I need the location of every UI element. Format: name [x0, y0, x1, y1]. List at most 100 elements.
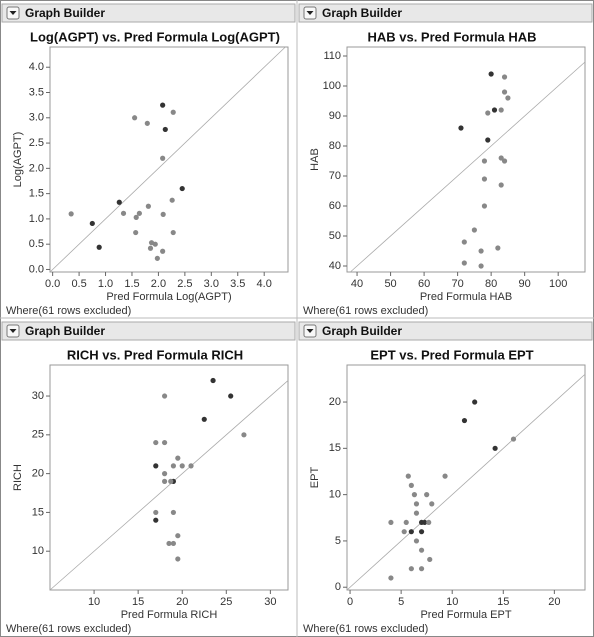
data-point — [169, 197, 175, 203]
data-point — [501, 89, 508, 95]
data-point — [210, 377, 216, 384]
data-point — [442, 473, 448, 479]
x-tick-label: 40 — [351, 278, 363, 290]
data-point — [89, 220, 95, 227]
y-tick-label: 0.0 — [29, 263, 44, 275]
data-point — [408, 482, 414, 488]
y-tick-label: 0.5 — [29, 238, 44, 250]
disclosure-icon[interactable] — [306, 11, 314, 15]
data-point — [388, 519, 394, 526]
data-point — [161, 471, 168, 477]
data-point — [152, 241, 158, 247]
x-axis-label: Pred Formula Log(AGPT) — [106, 291, 231, 303]
data-point — [170, 540, 177, 547]
data-point — [478, 248, 484, 254]
data-point — [170, 509, 177, 516]
data-point — [188, 463, 194, 469]
data-point — [413, 501, 420, 507]
data-point — [201, 416, 207, 422]
data-point — [388, 575, 394, 581]
plot-frame — [346, 364, 586, 591]
data-point — [166, 540, 172, 547]
y-axis-label: RICH — [12, 464, 24, 491]
x-tick-label: 20 — [176, 596, 188, 608]
data-point — [485, 137, 491, 143]
y-tick-label: 90 — [329, 110, 341, 122]
data-point — [147, 245, 154, 251]
data-point — [418, 529, 425, 535]
data-point — [170, 109, 176, 115]
data-point — [408, 529, 414, 535]
y-tick-label: 1.0 — [29, 213, 44, 225]
y-tick-label: 2.5 — [29, 137, 44, 149]
y-tick-label: 80 — [329, 140, 341, 152]
chart-title: EPT vs. Pred Formula EPT — [370, 347, 533, 362]
data-point — [175, 455, 181, 461]
data-point — [153, 509, 159, 516]
data-point — [488, 71, 494, 77]
y-tick-label: 20 — [329, 396, 341, 408]
x-tick-label: 15 — [132, 596, 144, 608]
panel-header-title: Graph Builder — [322, 324, 402, 338]
data-point — [160, 102, 166, 108]
data-point — [458, 125, 464, 131]
excluded-note: Where(61 rows excluded) — [303, 623, 428, 635]
disclosure-icon[interactable] — [9, 329, 17, 333]
data-point — [501, 74, 508, 80]
data-point — [413, 538, 420, 544]
x-tick-label: 1.0 — [98, 278, 113, 290]
y-tick-label: 3.5 — [29, 86, 44, 98]
x-tick-label: 80 — [485, 278, 497, 290]
x-tick-label: 3.0 — [204, 278, 219, 290]
data-point — [175, 556, 181, 562]
y-tick-label: 25 — [32, 429, 44, 441]
data-point — [426, 519, 432, 526]
data-point — [145, 203, 151, 209]
panel-header-title: Graph Builder — [25, 324, 105, 338]
data-point — [422, 519, 428, 526]
x-tick-label: 15 — [497, 596, 509, 608]
y-tick-label: 3.0 — [29, 112, 44, 124]
data-point — [153, 439, 159, 446]
data-point — [481, 158, 488, 164]
x-tick-label: 50 — [384, 278, 396, 290]
data-point — [161, 478, 168, 484]
data-point — [405, 473, 411, 479]
y-tick-label: 10 — [32, 545, 44, 557]
data-point — [160, 211, 166, 217]
panel-header — [1, 321, 296, 341]
panel-header — [1, 3, 296, 23]
data-point — [472, 399, 478, 405]
x-axis-label: Pred Formula RICH — [121, 609, 218, 621]
y-axis-label: HAB — [309, 148, 321, 171]
data-point — [411, 492, 418, 498]
excluded-note: Where(61 rows excluded) — [6, 305, 131, 317]
data-point — [501, 158, 508, 164]
x-tick-label: 25 — [220, 596, 232, 608]
x-tick-label: 20 — [548, 596, 560, 608]
data-point — [510, 436, 517, 442]
data-point — [418, 566, 425, 572]
data-point — [133, 214, 139, 220]
data-point — [179, 463, 185, 469]
x-tick-label: 2.5 — [177, 278, 192, 290]
data-point — [481, 203, 488, 209]
x-tick-label: 10 — [88, 596, 100, 608]
disclosure-icon[interactable] — [9, 11, 17, 15]
y-tick-label: 20 — [32, 468, 44, 480]
reference-line — [49, 380, 289, 591]
data-point — [505, 95, 511, 101]
data-point — [498, 182, 504, 188]
x-tick-label: 0.0 — [45, 278, 60, 290]
y-axis-label: Log(AGPT) — [12, 132, 24, 188]
data-point — [461, 417, 468, 424]
data-point — [403, 519, 409, 526]
x-tick-label: 70 — [451, 278, 463, 290]
data-point — [161, 439, 168, 446]
disclosure-icon[interactable] — [306, 329, 314, 333]
y-tick-label: 30 — [32, 390, 44, 402]
x-tick-label: 3.5 — [230, 278, 245, 290]
y-tick-label: 40 — [329, 260, 341, 272]
data-point — [170, 463, 177, 469]
